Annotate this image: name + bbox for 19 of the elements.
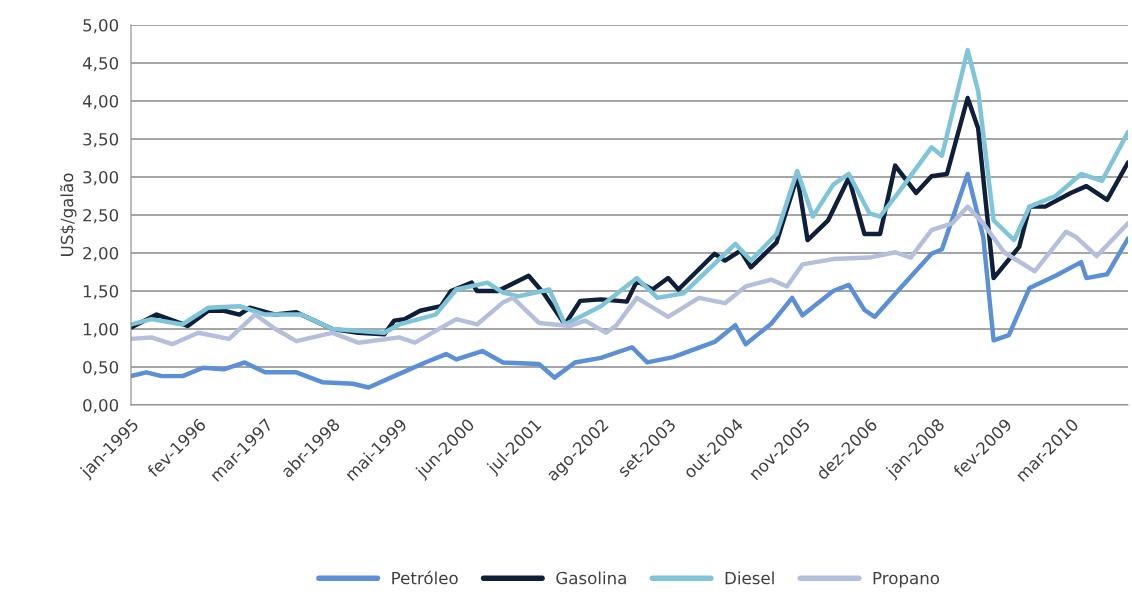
legend-label: Petróleo <box>392 570 458 585</box>
y-tick-label: 1,50 <box>83 284 119 300</box>
y-tick-label: 2,50 <box>83 208 119 224</box>
y-tick-label: 4,00 <box>82 94 119 110</box>
line-series <box>131 171 1128 390</box>
line-series <box>131 47 1128 336</box>
legend-label: Propano <box>873 571 940 588</box>
y-tick-label: 3,00 <box>83 170 119 186</box>
y-tick-label: 3,50 <box>83 132 119 148</box>
y-tick-label: 5,00 <box>83 18 119 34</box>
y-tick-label: 2,00 <box>83 246 119 262</box>
legend-label: Gasolina <box>556 571 626 585</box>
y-tick-label: 0,50 <box>83 360 119 376</box>
y-axis-title: US$/galão <box>60 173 77 256</box>
y-tick-label: 1,00 <box>83 322 119 338</box>
y-tick-label: 4,50 <box>82 56 119 72</box>
y-tick-label: 0,00 <box>83 398 119 414</box>
legend-label: Diesel <box>725 571 774 585</box>
line-series <box>131 204 1128 347</box>
